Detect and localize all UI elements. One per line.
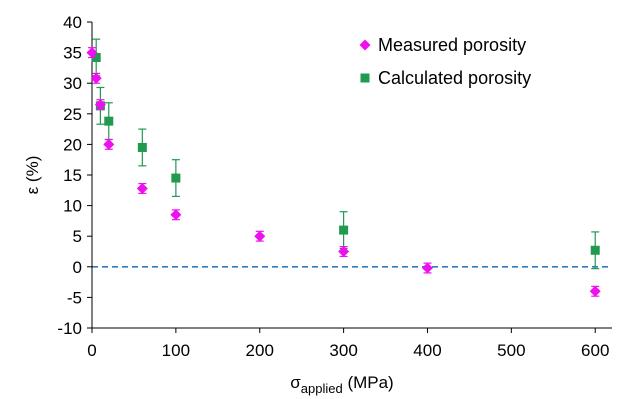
data-point [90,72,102,84]
y-tick-label: 20 [63,135,82,154]
legend-square [360,73,370,83]
x-tick-label: 500 [497,341,525,360]
x-tick-label: 600 [581,341,609,360]
x-tick-label: 300 [329,341,357,360]
data-point [104,116,114,126]
data-point [170,209,182,221]
x-tick-label: 200 [246,341,274,360]
legend: Measured porosity Calculated porosity [359,35,531,88]
data-point [86,47,98,59]
series-layer [86,38,601,297]
x-axis-title-symbol: σ [290,373,301,392]
y-tick-label: 40 [63,13,82,32]
data-point [338,246,350,257]
legend-diamond [359,39,371,51]
x-axis-title: σapplied (MPa) [290,373,393,396]
y-axis-title: ε (%) [23,156,42,195]
data-point [339,225,349,235]
y-tick-label: 10 [63,197,82,216]
data-point [171,173,181,183]
x-tick-label: 100 [162,341,190,360]
data-point [421,262,433,274]
data-point [94,99,106,111]
data-point [590,245,600,255]
series-measured [86,47,601,297]
data-point [137,142,147,152]
data-point [136,182,148,194]
y-tick-label: 5 [73,227,82,246]
y-tick-label: 25 [63,105,82,124]
y-tick-label: -5 [67,288,82,307]
y-tick-label: -10 [57,319,82,338]
x-tick-label: 400 [413,341,441,360]
x-axis-title-subscript: applied [301,381,343,396]
data-point [91,52,101,62]
y-tick-label: 0 [73,258,82,277]
axes [91,22,612,329]
data-point [103,138,115,150]
legend-marker-calculated [360,73,370,83]
legend-label-calculated: Calculated porosity [378,68,531,88]
y-tick-label: 35 [63,44,82,63]
data-point [589,285,601,297]
legend-label-measured: Measured porosity [378,35,526,55]
x-axis-title-unit: (MPa) [343,373,394,392]
y-tick-label: 30 [63,74,82,93]
x-tick-label: 0 [87,341,96,360]
legend-marker-measured [359,39,371,51]
data-point [254,230,266,242]
y-tick-label: 15 [63,166,82,185]
